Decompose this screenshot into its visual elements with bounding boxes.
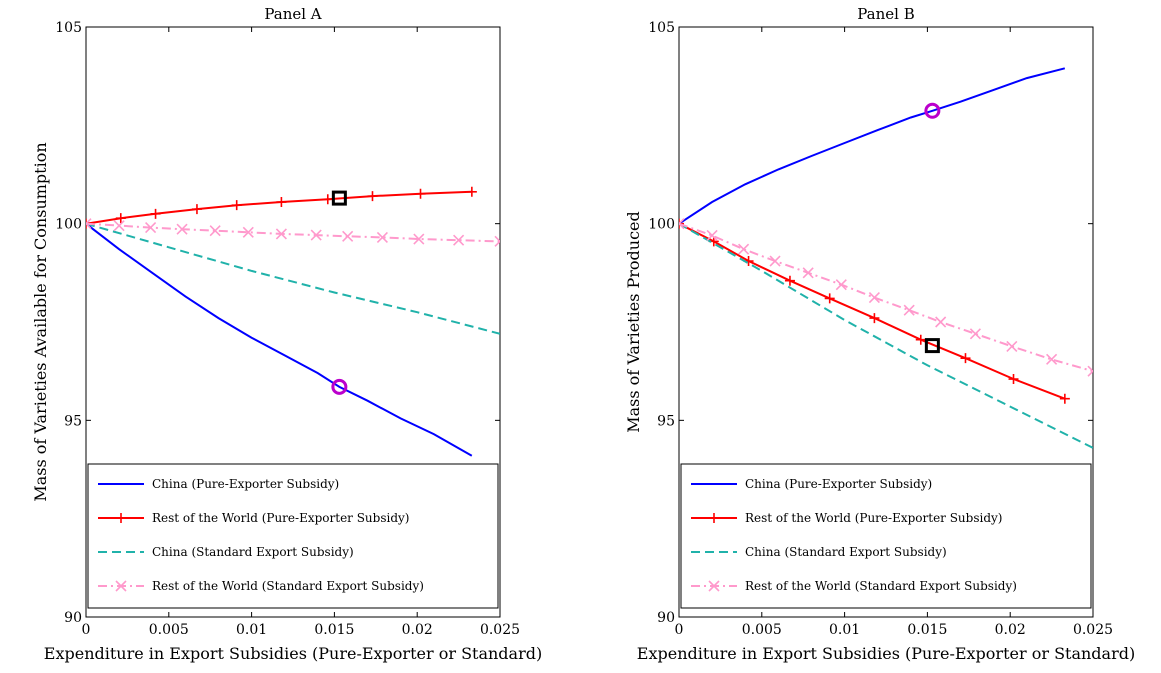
highlight-square	[924, 338, 940, 354]
data-point-rest-of-the-world-standard-export-subsidy	[935, 316, 947, 328]
series-line-rest-of-the-world-pure-exporter-subsidy	[86, 190, 472, 225]
data-point-rest-of-the-world-standard-export-subsidy	[453, 234, 465, 246]
data-point-rest-of-the-world-pure-exporter-subsidy	[367, 191, 378, 202]
data-point-rest-of-the-world-pure-exporter-subsidy	[191, 204, 202, 215]
data-point-rest-of-the-world-pure-exporter-subsidy	[150, 208, 161, 219]
data-point-rest-of-the-world-standard-export-subsidy	[679, 218, 685, 230]
data-point-rest-of-the-world-standard-export-subsidy	[903, 304, 915, 316]
data-point-rest-of-the-world-standard-export-subsidy	[738, 243, 750, 255]
x-tick-label: 0	[82, 622, 91, 638]
data-point-rest-of-the-world-standard-export-subsidy	[868, 292, 880, 304]
x-axis-label: Expenditure in Export Subsidies (Pure-Ex…	[44, 644, 542, 663]
y-tick-label: 105	[648, 20, 675, 36]
data-point-rest-of-the-world-standard-export-subsidy	[1046, 353, 1058, 365]
series-line-china-standard-export-subsidy	[679, 222, 1093, 449]
panel-b: Panel B 0 0.005 0.01 0.015 0.02 0.025 90 95 100 10…	[624, 5, 1135, 663]
data-point-rest-of-the-world-standard-export-subsidy	[769, 255, 781, 267]
legend-label: Rest of the World (Pure-Exporter Subsidy…	[152, 511, 409, 525]
data-layer	[679, 67, 1093, 449]
y-tick-label: 105	[55, 20, 82, 36]
data-point-rest-of-the-world-standard-export-subsidy	[310, 229, 322, 241]
series-line-china-pure-exporter-subsidy	[679, 67, 1066, 225]
y-tick-label: 95	[657, 413, 675, 429]
series-line-china-pure-exporter-subsidy	[86, 222, 473, 457]
highlight-circle	[331, 378, 348, 395]
y-axis-label: Mass of Varieties Produced	[624, 211, 643, 433]
legend-label: Rest of the World (Pure-Exporter Subsidy…	[745, 511, 1002, 525]
x-tick-label: 0.015	[314, 622, 354, 638]
x-tick-label: 0.02	[995, 622, 1026, 638]
legend-label: China (Standard Export Subsidy)	[745, 545, 947, 559]
y-tick-label: 90	[657, 610, 675, 626]
data-point-rest-of-the-world-standard-export-subsidy	[113, 220, 125, 232]
data-point-rest-of-the-world-pure-exporter-subsidy	[115, 213, 126, 224]
data-point-rest-of-the-world-pure-exporter-subsidy	[824, 293, 835, 304]
x-axis-label: Expenditure in Export Subsidies (Pure-Ex…	[637, 644, 1135, 663]
x-tick-label: 0.01	[829, 622, 860, 638]
legend-label: Rest of the World (Standard Export Subsi…	[152, 579, 424, 593]
legend-box	[680, 463, 1092, 609]
legend-label: China (Pure-Exporter Subsidy)	[152, 477, 339, 491]
y-tick-label: 90	[64, 610, 82, 626]
highlight-square	[331, 190, 347, 206]
data-point-rest-of-the-world-standard-export-subsidy	[176, 223, 188, 235]
x-tick-label: 0.005	[742, 622, 782, 638]
data-layer	[86, 186, 500, 457]
data-point-rest-of-the-world-pure-exporter-subsidy	[915, 334, 926, 345]
x-tick-label: 0.02	[402, 622, 433, 638]
data-point-rest-of-the-world-pure-exporter-subsidy	[322, 194, 333, 205]
data-point-rest-of-the-world-standard-export-subsidy	[145, 222, 157, 234]
y-tick-label: 100	[648, 217, 675, 233]
data-point-rest-of-the-world-standard-export-subsidy	[242, 226, 254, 238]
data-point-rest-of-the-world-pure-exporter-subsidy	[679, 218, 684, 229]
data-point-rest-of-the-world-standard-export-subsidy	[376, 231, 388, 243]
legend-label: Rest of the World (Standard Export Subsi…	[745, 579, 1017, 593]
data-point-rest-of-the-world-standard-export-subsidy	[969, 328, 981, 340]
y-axis-label: Mass of Varieties Available for Consumpt…	[31, 142, 50, 501]
data-point-rest-of-the-world-pure-exporter-subsidy	[869, 313, 880, 324]
legend-label: China (Pure-Exporter Subsidy)	[745, 477, 932, 491]
x-tick-label: 0.01	[236, 622, 267, 638]
data-point-rest-of-the-world-standard-export-subsidy	[86, 218, 92, 230]
data-point-rest-of-the-world-standard-export-subsidy	[802, 267, 814, 279]
data-point-rest-of-the-world-standard-export-subsidy	[209, 225, 221, 237]
data-point-rest-of-the-world-pure-exporter-subsidy	[415, 188, 426, 199]
data-point-rest-of-the-world-standard-export-subsidy	[494, 235, 500, 247]
legend-marker-rest-of-the-world-standard-export-subsidy	[115, 580, 127, 592]
series-line-china-standard-export-subsidy	[86, 222, 500, 335]
chart-title: Panel A	[264, 5, 321, 23]
data-point-rest-of-the-world-pure-exporter-subsidy	[1059, 393, 1070, 404]
x-tick-label: 0.005	[149, 622, 189, 638]
chart-title: Panel B	[857, 5, 915, 23]
data-point-rest-of-the-world-pure-exporter-subsidy	[231, 200, 242, 211]
y-tick-label: 95	[64, 413, 82, 429]
data-point-rest-of-the-world-standard-export-subsidy	[1006, 340, 1018, 352]
x-tick-label: 0.025	[480, 622, 520, 638]
x-tick-label: 0.025	[1073, 622, 1113, 638]
series-line-rest-of-the-world-pure-exporter-subsidy	[679, 222, 1066, 400]
legend-marker-rest-of-the-world-pure-exporter-subsidy	[709, 513, 719, 523]
legend-box	[87, 463, 499, 609]
data-point-rest-of-the-world-pure-exporter-subsidy	[784, 275, 795, 286]
data-point-rest-of-the-world-standard-export-subsidy	[275, 228, 287, 240]
panel-a: Panel A 0 0.005 0.01 0.015 0.02 0.025 90 95 100 10…	[31, 5, 542, 663]
data-point-rest-of-the-world-standard-export-subsidy	[835, 279, 847, 291]
x-tick-label: 0	[675, 622, 684, 638]
data-point-rest-of-the-world-pure-exporter-subsidy	[276, 197, 287, 208]
data-point-rest-of-the-world-pure-exporter-subsidy	[466, 186, 477, 197]
data-point-rest-of-the-world-standard-export-subsidy	[413, 233, 425, 245]
legend-marker-rest-of-the-world-standard-export-subsidy	[708, 580, 720, 592]
highlight-circle	[924, 102, 941, 119]
data-point-rest-of-the-world-pure-exporter-subsidy	[960, 353, 971, 364]
legend-marker-rest-of-the-world-pure-exporter-subsidy	[116, 513, 126, 523]
y-tick-label: 100	[55, 217, 82, 233]
data-point-rest-of-the-world-standard-export-subsidy	[706, 229, 718, 242]
data-point-rest-of-the-world-pure-exporter-subsidy	[1008, 374, 1019, 385]
data-point-rest-of-the-world-standard-export-subsidy	[1087, 365, 1093, 377]
data-point-rest-of-the-world-standard-export-subsidy	[342, 230, 354, 242]
x-tick-label: 0.015	[907, 622, 947, 638]
legend-label: China (Standard Export Subsidy)	[152, 545, 354, 559]
